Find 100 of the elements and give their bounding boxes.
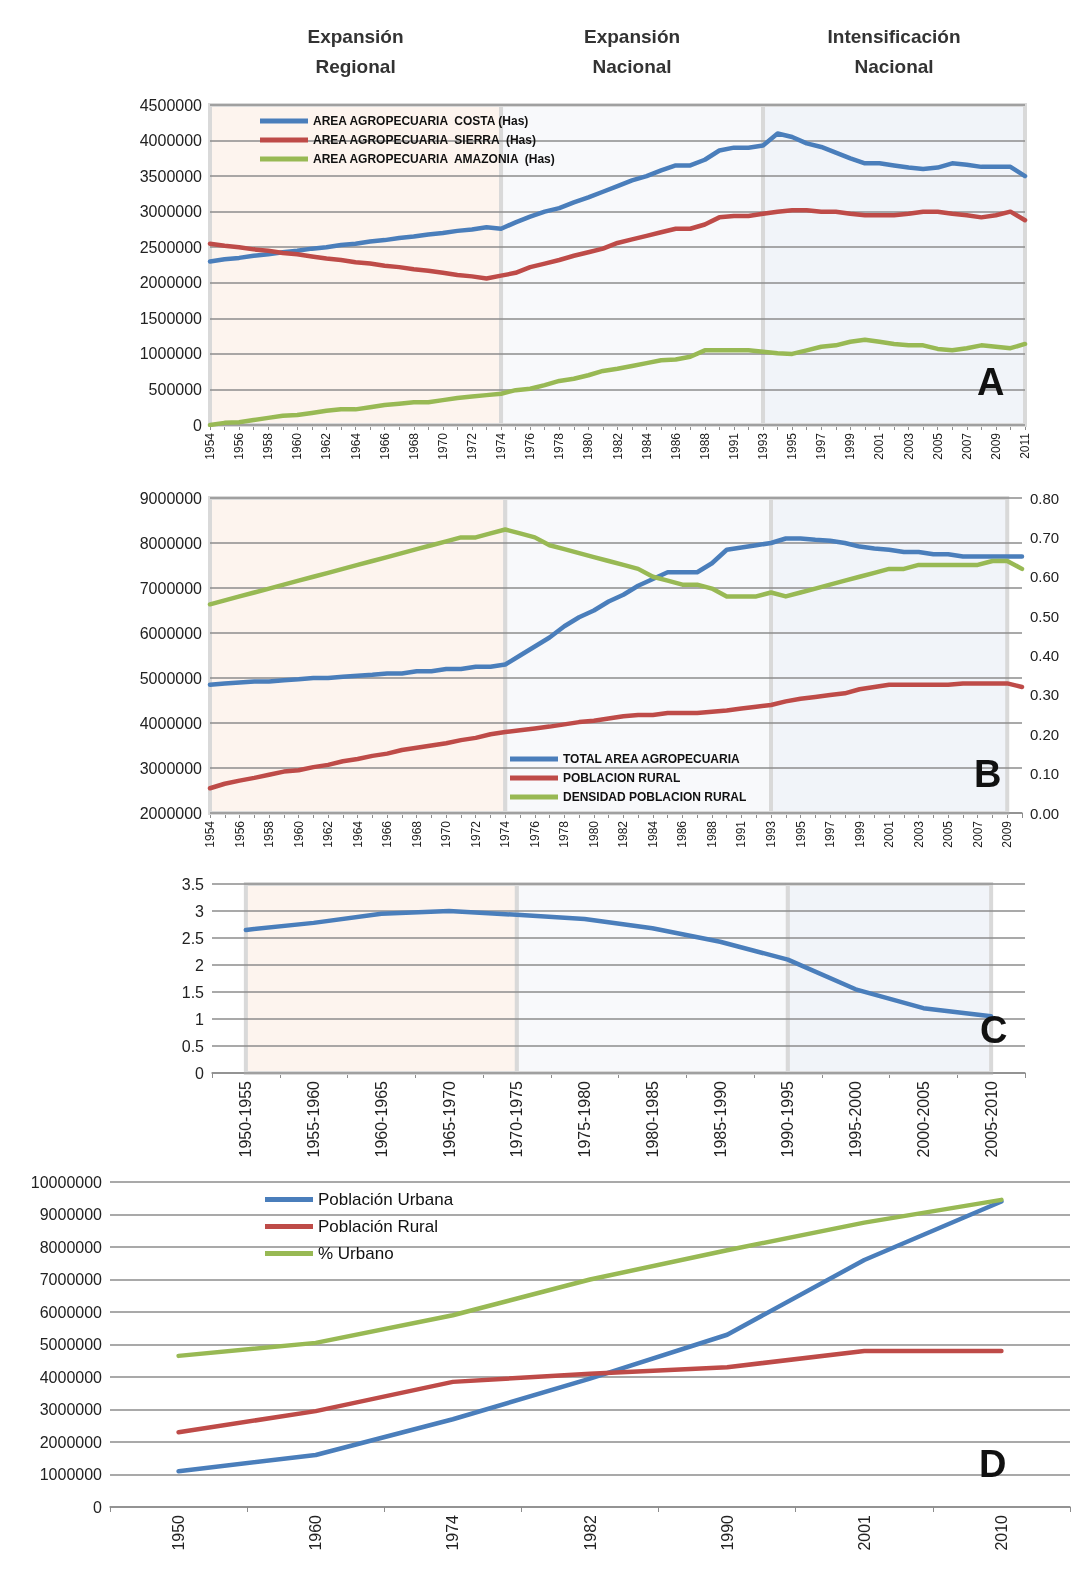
x-tick-label: 1984 [645,820,660,848]
x-tick-label: 1980 [586,820,601,848]
y-tick-label: 1 [195,1010,205,1028]
y-tick-label: 0 [93,1498,103,1516]
x-tick-label: 2010 [992,1514,1010,1551]
x-tick-label: 2009 [988,432,1003,460]
annotation: C [980,1009,1008,1051]
x-tick-label: 1986 [668,432,683,460]
x-tick-label: 1974 [494,432,509,460]
x-tick-label: 2007 [959,432,974,460]
legend-label: % Urbano [318,1244,394,1263]
y-tick-label: 2.5 [181,929,205,947]
band-label: Intensificación Nacional [827,25,961,77]
x-tick-label: 1964 [348,432,363,460]
x-tick-label: 1970 [435,432,450,460]
x-tick-label: 1966 [377,432,392,460]
x-tick-label: 1980-1985 [643,1080,661,1158]
x-tick-label: 1985-1990 [711,1080,729,1158]
y-tick-label: 3000000 [139,203,203,221]
y-tick-label: 3000000 [39,1401,103,1418]
legend-label: Población Urbana [318,1190,454,1209]
y-tick-label: 3.5 [181,875,205,893]
x-tick-label: 1991 [734,820,749,848]
x-tick-label: 2000-2005 [914,1080,932,1158]
y2-tick-label: 0.80 [1030,489,1060,507]
y-tick-label: 4000000 [139,714,203,732]
x-tick-label: 1982 [581,1514,599,1551]
x-tick-label: 2001 [872,432,887,460]
y-tick-label: 0 [195,1064,205,1082]
y-tick-label: 2500000 [139,238,203,256]
line-series [207,527,1025,607]
legend-label: AREA AGROPECUARIA COSTA (Has) [313,114,529,128]
x-tick-label: 1958 [261,432,276,460]
x-tick-label: 1993 [764,820,779,848]
y-tick-label: 4500000 [139,96,203,114]
y2-tick-label: 0.60 [1030,568,1060,586]
x-tick-label: 2003 [911,820,926,848]
y-tick-label: 1000000 [139,345,203,363]
x-tick-label: 1960 [290,432,305,460]
y-tick-label: 4000000 [39,1368,103,1386]
x-tick-label: 1976 [527,820,542,848]
x-tick-label: 1997 [814,432,829,460]
y-tick-label: 3000000 [139,759,203,777]
x-tick-label: 1954 [203,432,217,460]
x-tick-label: 1968 [409,820,424,848]
y-tick-label: 6000000 [39,1303,103,1321]
x-tick-label: 1984 [639,432,654,460]
x-tick-label: 1956 [232,820,247,848]
x-tick-label: 1962 [319,432,334,460]
y-tick-label: 3500000 [139,167,203,185]
y-tick-label: 6000000 [139,624,203,642]
x-tick-label: 1970 [439,820,454,848]
y-tick-label: 4000000 [139,132,203,150]
x-tick-label: 1995 [785,432,800,460]
y-tick-label: 2000000 [39,1433,103,1451]
x-tick-label: 1980 [581,432,596,460]
x-tick-label: 1974 [498,820,513,848]
x-tick-label: 1988 [697,432,712,460]
x-tick-label: 1978 [557,820,572,848]
x-tick-label: 2011 [1018,432,1032,459]
x-tick-label: 1982 [616,820,631,848]
line-series [207,681,1025,791]
x-tick-label: 1964 [350,820,365,848]
x-tick-label: 2009 [1000,820,1015,848]
y-tick-label: 1500000 [139,309,203,327]
x-tick-label: 1955-1960 [305,1080,323,1158]
x-tick-label: 1962 [321,820,336,848]
x-tick-label: 1982 [610,432,625,460]
y2-tick-label: 0.30 [1030,686,1060,704]
x-tick-label: 1965-1970 [440,1080,458,1158]
y-tick-label: 2 [195,956,205,974]
y2-tick-label: 0.20 [1030,725,1060,743]
x-tick-label: 2005-2010 [982,1080,1000,1158]
x-tick-label: 1991 [726,432,741,460]
x-tick-label: 1972 [464,432,479,460]
x-tick-label: 1960 [307,1514,325,1551]
x-tick-label: 1999 [852,820,867,848]
x-tick-label: 1956 [232,432,247,460]
y2-tick-label: 0.70 [1030,528,1060,546]
x-tick-label: 1958 [262,820,277,848]
y-tick-label: 1.5 [181,983,205,1001]
x-tick-label: 1986 [675,820,690,848]
y-tick-label: 1000000 [39,1466,103,1483]
y-tick-label: 5000000 [39,1336,103,1353]
y-tick-label: 2000000 [139,804,203,822]
x-tick-label: 1968 [406,432,421,460]
y-tick-label: 7000000 [39,1271,103,1288]
y2-tick-label: 0.50 [1030,607,1060,625]
x-tick-label: 2005 [941,820,956,848]
y-tick-label: 3 [195,902,205,920]
x-tick-label: 1988 [704,820,719,848]
x-tick-label: 1997 [823,820,838,848]
x-tick-label: 1966 [380,820,395,848]
legend-label: Población Rural [318,1217,439,1236]
line-series [207,337,1028,428]
legend-label: AREA AGROPECUARIA SIERRA (Has) [313,133,536,147]
x-tick-label: 2007 [970,820,985,848]
x-tick-label: 2005 [930,432,945,460]
legend-label: POBLACION RURAL [563,771,681,785]
x-tick-label: 1950-1955 [237,1080,255,1158]
